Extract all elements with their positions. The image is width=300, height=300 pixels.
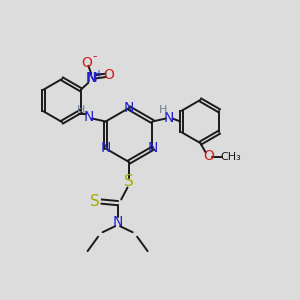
Text: H: H: [76, 105, 85, 116]
Text: N: N: [112, 215, 123, 229]
Text: H: H: [159, 105, 167, 115]
Text: CH₃: CH₃: [220, 152, 241, 162]
Text: O: O: [103, 68, 114, 82]
Text: O: O: [203, 149, 214, 163]
Text: -: -: [92, 50, 97, 63]
Text: N: N: [85, 71, 97, 85]
Text: S: S: [124, 174, 134, 189]
Text: S: S: [90, 194, 100, 209]
Text: O: O: [81, 56, 92, 70]
Text: N: N: [124, 101, 134, 115]
Text: +: +: [94, 69, 102, 79]
Text: N: N: [164, 112, 174, 125]
Text: N: N: [100, 142, 111, 155]
Text: N: N: [84, 110, 94, 124]
Text: N: N: [147, 142, 158, 155]
